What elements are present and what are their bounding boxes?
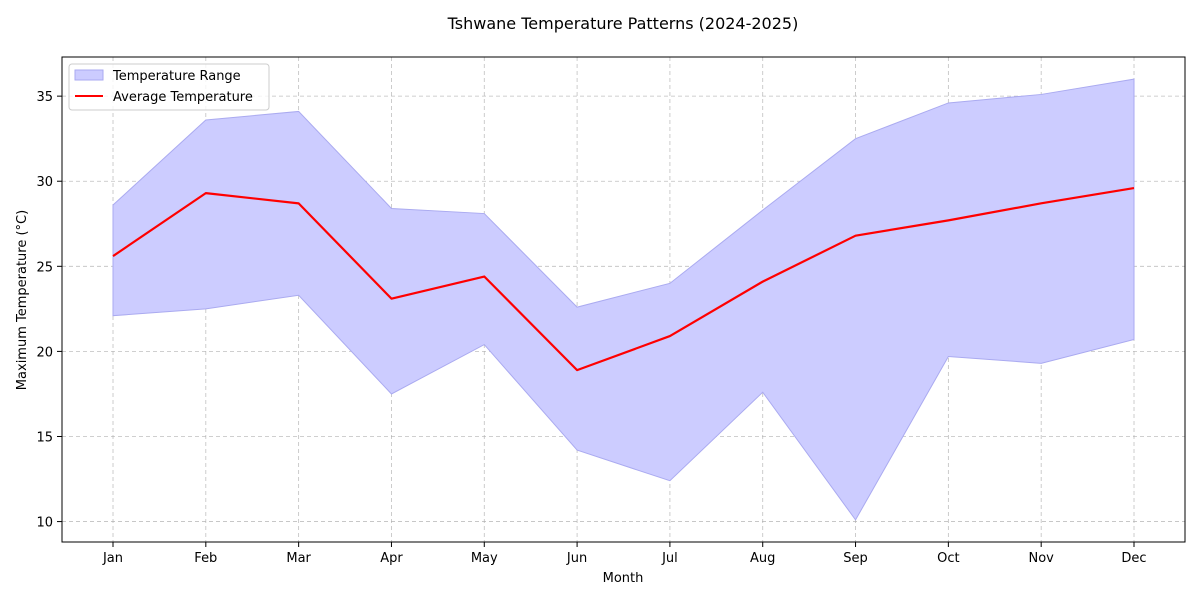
x-tick-label: Feb	[194, 551, 217, 566]
y-axis-ticks: 10 15 20 25 30 35	[36, 90, 62, 531]
y-tick-label: 30	[36, 175, 53, 190]
x-tick-label: Jan	[102, 551, 123, 566]
x-tick-label: Jul	[661, 551, 678, 566]
chart-title: Tshwane Temperature Patterns (2024-2025)	[447, 14, 799, 33]
range-area-layer	[112, 78, 1135, 521]
y-tick-label: 15	[36, 430, 53, 445]
legend-swatch-temperature-range	[74, 69, 104, 81]
average-temperature-line	[112, 186, 1135, 372]
legend: Temperature Range Average Temperature	[68, 63, 270, 111]
plot-frame	[61, 56, 1186, 543]
legend-label-average-temperature: Average Temperature	[113, 90, 253, 105]
x-axis-ticks: Jan Feb Mar Apr May Jun Jul Aug Sep Oct Nov Dec	[102, 542, 1147, 566]
average-line-layer	[112, 186, 1135, 372]
x-tick-label: Nov	[1028, 551, 1054, 566]
y-tick-label: 25	[36, 260, 53, 275]
temperature-range-area	[112, 78, 1135, 521]
x-tick-label: Aug	[750, 551, 775, 566]
legend-label-temperature-range: Temperature Range	[112, 69, 241, 84]
y-axis-label: Maximum Temperature (°C)	[15, 210, 30, 390]
x-axis-label: Month	[603, 571, 644, 586]
x-tick-label: Dec	[1121, 551, 1146, 566]
y-tick-label: 20	[36, 345, 53, 360]
x-tick-label: Mar	[286, 551, 311, 566]
x-tick-label: Oct	[937, 551, 959, 566]
y-tick-label: 35	[36, 90, 53, 105]
legend-box	[68, 63, 270, 111]
x-tick-label: Jun	[566, 551, 587, 566]
y-tick-label: 10	[36, 516, 53, 531]
x-tick-label: Apr	[380, 551, 403, 566]
x-tick-label: Sep	[843, 551, 868, 566]
x-tick-label: May	[471, 551, 498, 566]
